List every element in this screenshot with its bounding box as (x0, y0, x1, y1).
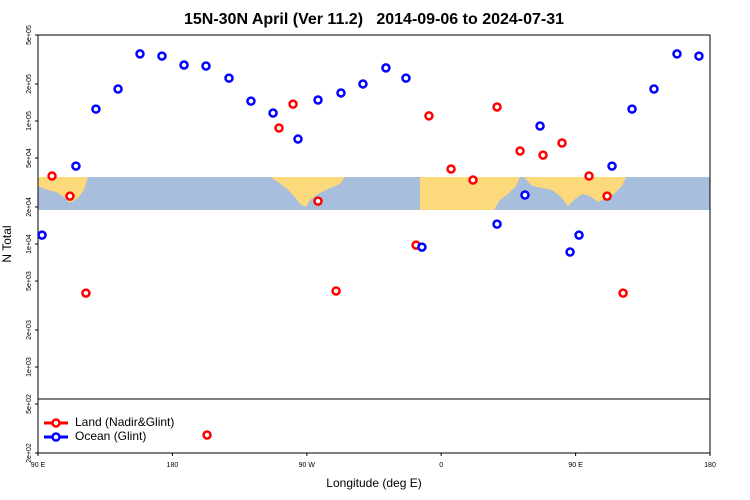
data-point (520, 190, 530, 200)
y-tick-label: 1e+05 (26, 111, 33, 131)
data-point (157, 51, 167, 61)
y-tick-label: 1e+04 (26, 234, 33, 254)
data-point (446, 164, 456, 174)
legend-label: Ocean (Glint) (75, 429, 146, 443)
data-point (574, 230, 584, 240)
chart-title: 15N-30N April (Ver 11.2) 2014-09-06 to 2… (184, 11, 564, 28)
data-point (71, 161, 81, 171)
data-point (649, 84, 659, 94)
data-point (224, 73, 234, 83)
data-point (401, 73, 411, 83)
data-point (288, 99, 298, 109)
data-point (417, 242, 427, 252)
x-axis-label: Longitude (deg E) (326, 476, 421, 490)
data-point (565, 247, 575, 257)
data-point (202, 430, 212, 440)
x-tick-label: 180 (704, 462, 716, 469)
legend-marker (51, 418, 61, 428)
data-point (492, 102, 502, 112)
data-point (135, 49, 145, 59)
data-point (424, 111, 434, 121)
data-point (607, 161, 617, 171)
data-point (293, 134, 303, 144)
data-point (331, 286, 341, 296)
y-tick-label: 2e+03 (26, 320, 33, 340)
data-point (468, 175, 478, 185)
data-point (694, 51, 704, 61)
data-point (492, 219, 502, 229)
y-tick-label: 5e+02 (26, 394, 33, 414)
x-tick-label: 0 (439, 462, 443, 469)
data-point (584, 171, 594, 181)
x-tick-label: 90 W (299, 462, 316, 469)
legend-marker (51, 432, 61, 442)
data-point (557, 138, 567, 148)
data-point (268, 108, 278, 118)
data-point (91, 104, 101, 114)
x-tick-label: 180 (167, 462, 179, 469)
data-point (313, 196, 323, 206)
data-point (113, 84, 123, 94)
y-tick-label: 2e+04 (26, 197, 33, 217)
data-point (37, 230, 47, 240)
data-point (627, 104, 637, 114)
x-tick-label: 90 E (31, 462, 46, 469)
data-point (381, 63, 391, 73)
y-tick-label: 5e+04 (26, 148, 33, 168)
data-point (535, 121, 545, 131)
y-tick-label: 2e+05 (26, 74, 33, 94)
data-point (358, 79, 368, 89)
y-axis-label: N Total (0, 225, 14, 262)
data-point (336, 88, 346, 98)
data-point (618, 288, 628, 298)
y-tick-label: 1e+03 (26, 357, 33, 377)
y-tick-label: 2e+02 (26, 443, 33, 463)
data-point (538, 150, 548, 160)
data-point (246, 96, 256, 106)
data-point (313, 95, 323, 105)
legend-label: Land (Nadir&Glint) (75, 415, 174, 429)
data-point (274, 123, 284, 133)
x-tick-label: 90 E (568, 462, 583, 469)
map-strip (38, 177, 710, 210)
y-tick-label: 5e+03 (26, 271, 33, 291)
plot-frame (37, 34, 711, 454)
data-point (179, 60, 189, 70)
data-point (515, 146, 525, 156)
data-point (65, 191, 75, 201)
data-point (81, 288, 91, 298)
data-point (47, 171, 57, 181)
y-tick-label: 5e+05 (26, 25, 33, 45)
data-point (602, 191, 612, 201)
data-point (201, 61, 211, 71)
data-point (672, 49, 682, 59)
